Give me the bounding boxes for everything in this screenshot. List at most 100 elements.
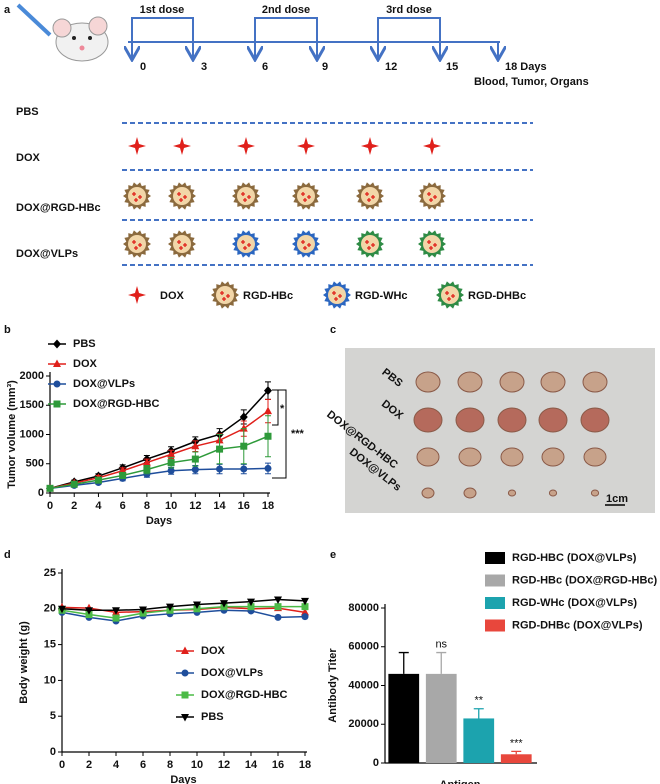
legend-label: PBS xyxy=(73,338,96,350)
y-tick-label: 5 xyxy=(50,710,56,722)
x-tick-label: 0 xyxy=(47,500,53,512)
marker xyxy=(216,465,224,473)
marker xyxy=(85,607,93,615)
particle-core xyxy=(173,187,191,205)
particle-drug xyxy=(433,243,437,247)
day-label: 0 xyxy=(140,61,146,73)
group-label: DOX@VLPs xyxy=(16,248,78,260)
particle-drug xyxy=(303,198,307,202)
tumor xyxy=(538,407,568,433)
marker xyxy=(58,605,66,614)
x-tick-label: 8 xyxy=(167,759,173,771)
bar xyxy=(388,673,420,763)
y-axis-label: Body weight (g) xyxy=(18,621,30,704)
day-label: 6 xyxy=(262,61,268,73)
legend-label: RGD-WHc (DOX@VLPs) xyxy=(512,597,637,609)
particle-drug xyxy=(226,294,230,298)
tumor xyxy=(499,371,525,393)
marker xyxy=(181,714,189,722)
particle-drug xyxy=(334,297,338,301)
bar xyxy=(500,754,532,763)
marker xyxy=(193,601,201,610)
y-tick-label: 10 xyxy=(44,674,56,686)
x-tick-label: 0 xyxy=(59,759,65,771)
marker xyxy=(264,386,272,396)
x-tick-label: 4 xyxy=(113,759,120,771)
particle-drug xyxy=(367,198,371,202)
y-tick-label: 20 xyxy=(44,603,56,615)
y-tick-label: 1500 xyxy=(20,399,44,411)
legend-swatch xyxy=(485,574,505,587)
value-label: ** xyxy=(474,695,483,707)
tumor xyxy=(413,407,443,433)
particle-drug xyxy=(179,246,183,250)
x-tick-label: 18 xyxy=(299,759,311,771)
marker xyxy=(181,669,189,677)
particle-drug xyxy=(427,192,431,196)
x-tick-label: 10 xyxy=(165,500,177,512)
particle-core xyxy=(361,187,379,205)
legend-label: DOX xyxy=(201,645,226,657)
particle-drug xyxy=(433,195,437,199)
x-axis-label: Antigen xyxy=(440,779,481,784)
marker xyxy=(53,359,61,367)
particle-core xyxy=(237,187,255,205)
marker xyxy=(301,603,309,611)
dox-star xyxy=(423,137,441,155)
tumor xyxy=(500,447,524,467)
x-axis-label: Days xyxy=(170,774,196,784)
group-label: DOX@RGD-HBc xyxy=(16,202,101,214)
particle-drug xyxy=(134,246,138,250)
marker xyxy=(167,467,175,475)
marker xyxy=(274,613,282,621)
y-tick-label: 500 xyxy=(26,458,44,470)
tumor xyxy=(548,489,558,497)
particle-core xyxy=(173,235,191,253)
error-bar xyxy=(436,651,447,674)
y-axis-label: Antibody Titer xyxy=(327,648,339,723)
particle-drug xyxy=(371,243,375,247)
marker xyxy=(143,466,151,474)
particle-drug xyxy=(132,192,136,196)
particle-core xyxy=(423,235,441,253)
day-label: 18 Days xyxy=(505,61,547,73)
tumor xyxy=(583,447,607,467)
line xyxy=(61,605,305,619)
marker xyxy=(53,380,61,388)
marker xyxy=(139,606,147,615)
panel-c-photo xyxy=(345,348,655,513)
dox-star xyxy=(361,137,379,155)
dox-star xyxy=(128,137,146,155)
x-tick-label: 2 xyxy=(86,759,92,771)
particle-drug xyxy=(371,195,375,199)
x-tick-label: 14 xyxy=(213,500,226,512)
tumor xyxy=(457,371,483,393)
particle-drug xyxy=(134,198,138,202)
endpoint: Blood, Tumor, Organs xyxy=(474,76,589,88)
marker xyxy=(181,646,189,654)
mouse-icon xyxy=(16,3,109,62)
y-tick-label: 40000 xyxy=(348,679,379,691)
particle-drug xyxy=(301,240,305,244)
y-tick-label: 0 xyxy=(50,746,56,758)
particle-drug xyxy=(177,192,181,196)
dox-star xyxy=(297,137,315,155)
day-label: 15 xyxy=(446,61,458,73)
tumor xyxy=(415,371,441,393)
tumor xyxy=(541,447,565,467)
bracket xyxy=(272,389,287,479)
day-label: 3 xyxy=(201,61,207,73)
x-tick-label: 6 xyxy=(120,500,126,512)
marker xyxy=(167,449,176,458)
dose-label: 2nd dose xyxy=(262,4,310,16)
particle-drug xyxy=(445,291,449,295)
tumor xyxy=(590,489,600,497)
particle-drug xyxy=(177,240,181,244)
y-tick-label: 0 xyxy=(373,757,379,769)
x-tick-label: 12 xyxy=(189,500,201,512)
tumor xyxy=(540,371,566,393)
particle-drug xyxy=(138,195,142,199)
particle-core xyxy=(297,235,315,253)
tumors xyxy=(413,371,610,499)
line xyxy=(61,609,306,622)
